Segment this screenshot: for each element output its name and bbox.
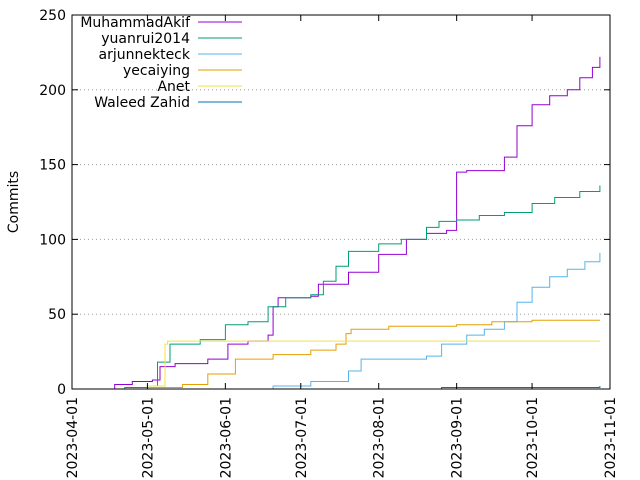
x-tick-label: 2023-04-01 bbox=[65, 397, 81, 478]
x-tick-label: 2023-06-01 bbox=[218, 397, 234, 478]
y-tick-label: 250 bbox=[39, 8, 66, 24]
legend-label: Waleed Zahid bbox=[94, 95, 190, 111]
series-line-arjunnekteck bbox=[94, 252, 601, 390]
y-tick-label: 200 bbox=[39, 83, 66, 99]
x-tick-label: 2023-05-01 bbox=[140, 397, 156, 478]
legend: MuhammadAkifyuanrui2014arjunnekteckyecai… bbox=[80, 15, 242, 111]
series-layer bbox=[94, 56, 601, 390]
series-line-muhammadakif bbox=[94, 56, 601, 390]
legend-label: MuhammadAkif bbox=[80, 15, 191, 31]
x-tick-label: 2023-11-01 bbox=[603, 397, 619, 478]
x-axis: 2023-04-01 2023-05-01 2023-06-01 2023-07-01… bbox=[65, 15, 619, 478]
grid bbox=[72, 89, 610, 315]
legend-label: yuanrui2014 bbox=[101, 31, 190, 47]
y-axis-label: Commits bbox=[6, 171, 22, 233]
y-tick-label: 150 bbox=[39, 158, 66, 174]
y-tick-label: 0 bbox=[57, 382, 66, 398]
x-tick-label: 2023-09-01 bbox=[450, 397, 466, 478]
series-line-yecaiying bbox=[94, 319, 600, 390]
legend-label: arjunnekteck bbox=[99, 47, 191, 63]
series-line-yuanrui2014 bbox=[94, 185, 601, 390]
x-tick-label: 2023-08-01 bbox=[372, 397, 388, 478]
x-tick-label: 2023-10-01 bbox=[525, 397, 541, 478]
x-tick-label: 2023-07-01 bbox=[294, 397, 310, 478]
legend-label: yecaiying bbox=[123, 63, 190, 79]
y-axis: 0 50 100 150 200 250 bbox=[39, 8, 610, 398]
y-tick-label: 100 bbox=[39, 232, 66, 248]
plot-frame bbox=[71, 14, 611, 390]
legend-label: Anet bbox=[157, 79, 190, 95]
y-tick-label: 50 bbox=[48, 307, 66, 323]
